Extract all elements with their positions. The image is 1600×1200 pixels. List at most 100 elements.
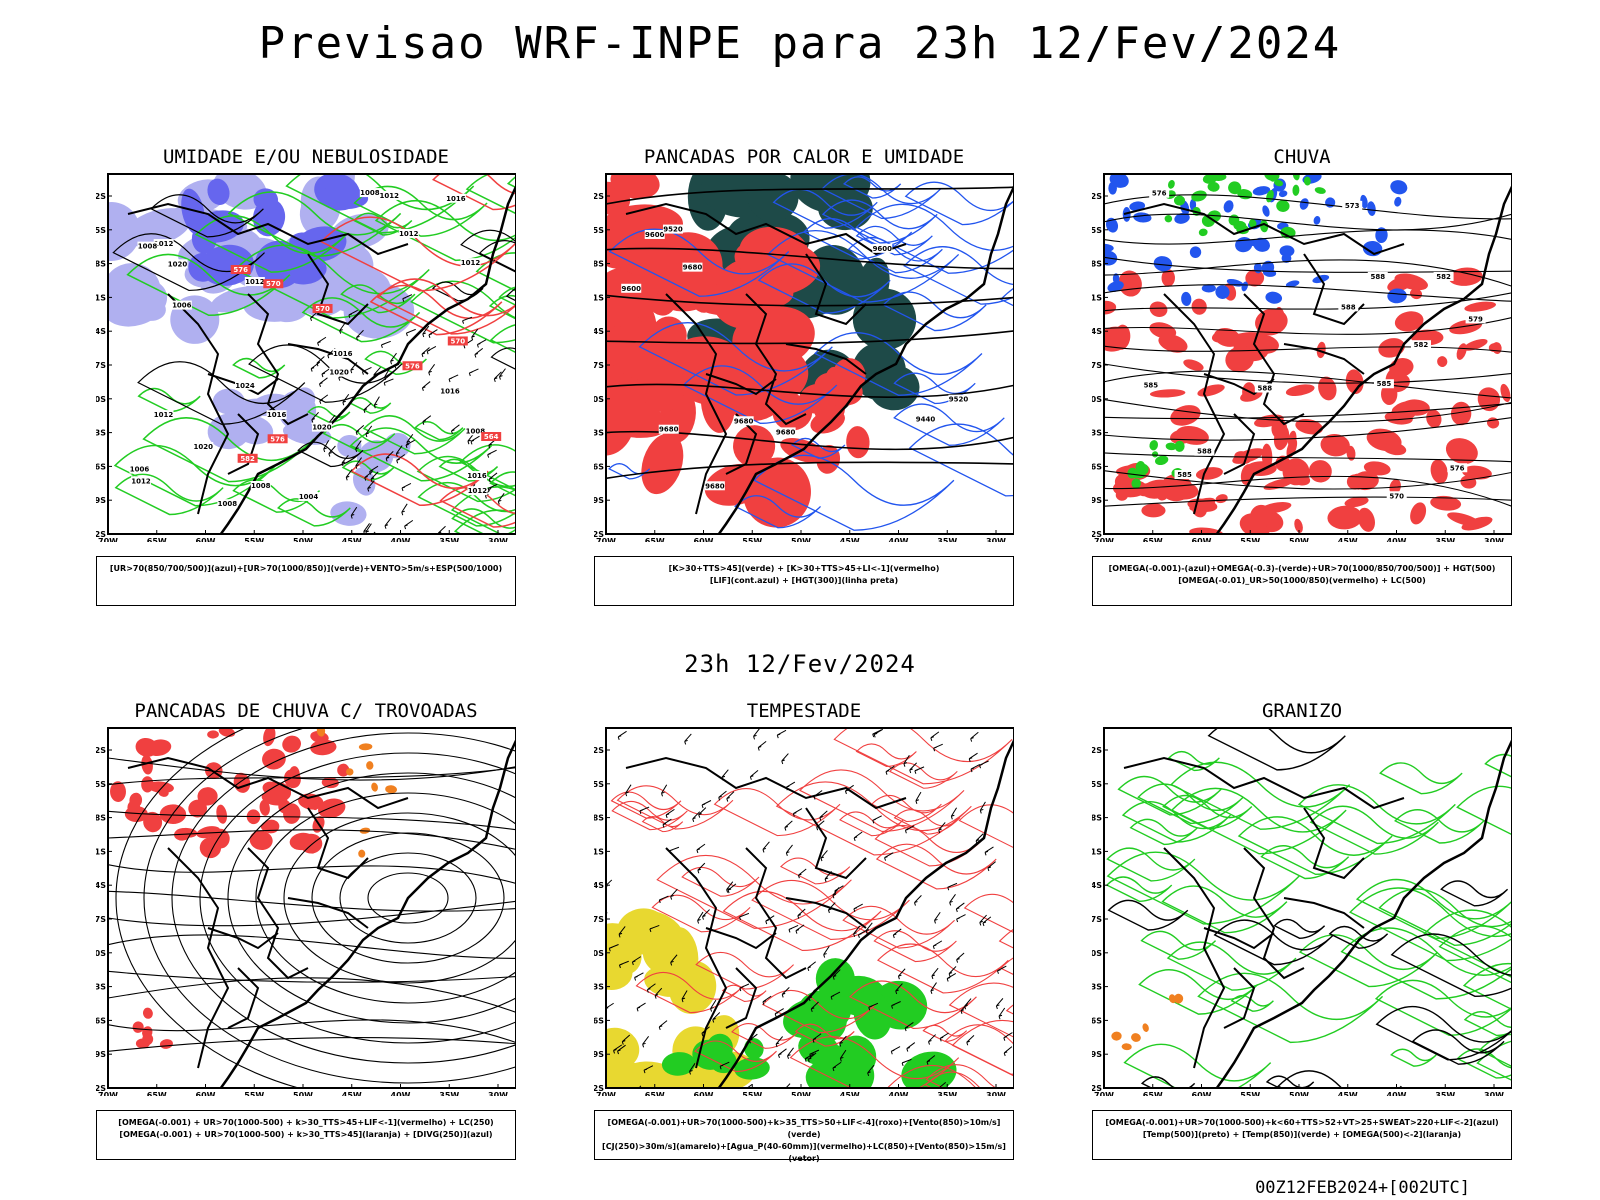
contour-label-bg (1465, 314, 1486, 324)
pressure-label: 1012 (468, 487, 488, 495)
storm-area (282, 735, 301, 753)
humidity-low-contour (488, 294, 516, 320)
state-border (1243, 847, 1305, 980)
humidity-low-contour (348, 397, 392, 414)
omega-area (1279, 245, 1295, 257)
rain-area (1213, 328, 1241, 347)
wind-vector (421, 347, 430, 358)
temp-850-contour (1378, 888, 1512, 947)
wind-vector (895, 983, 903, 995)
humidity-light-area (330, 501, 367, 526)
lat-tick-label: 33S (96, 983, 106, 992)
state-border (725, 967, 758, 1029)
height-label: 585 (1144, 382, 1159, 390)
wind-vector (781, 987, 790, 998)
lat-tick-label: 24S (594, 881, 604, 890)
rain-area (1430, 495, 1462, 511)
precipitable-water-contour (775, 781, 972, 856)
omega-area (1223, 200, 1234, 213)
height-label: 576 (1152, 190, 1167, 198)
lon-tick-label: 40W (889, 1091, 909, 1096)
wind-vector (311, 411, 319, 423)
rain-area (1318, 376, 1337, 401)
wind-vector (853, 925, 861, 937)
legend-tempestade: [OMEGA(-0.001)+UR>70(1000-500)+k>35_TTS>… (594, 1110, 1014, 1163)
wind-vector (781, 753, 789, 765)
wind-vector (319, 377, 328, 387)
wind-vector (658, 1020, 668, 1031)
storm-area (311, 796, 320, 811)
pressure-label: 1012 (245, 278, 265, 286)
humidity-low-contour (459, 444, 516, 491)
state-border (1283, 897, 1365, 929)
lon-tick-label: 50W (293, 537, 313, 542)
temp-850-contour (1161, 885, 1288, 934)
rain-area (1285, 384, 1315, 396)
rain-area (1464, 301, 1497, 312)
humidity-low-contour (410, 280, 516, 344)
unstable-area (651, 316, 687, 354)
wind-vector (915, 791, 922, 804)
lat-tick-label: 21S (1092, 847, 1102, 856)
wind-vector (810, 1001, 819, 1013)
omega-area (1201, 284, 1216, 293)
height-label: 9440 (916, 415, 936, 423)
pressure-contour (460, 229, 516, 273)
temp-850-contour (1170, 761, 1351, 830)
streamline (108, 829, 516, 850)
state-border (665, 293, 728, 515)
lifted-index-contour (893, 403, 1005, 446)
panel-umidade: UMIDADE E/OU NEBULOSIDADE 1012 1016 1020 10… (86, 146, 586, 626)
temp-850-contour (1237, 816, 1393, 876)
omega-strong-area (1248, 219, 1257, 228)
lon-tick-label: 40W (889, 537, 909, 542)
wind-vector (926, 1055, 936, 1065)
temp-850-contour (1390, 1048, 1437, 1067)
lon-tick-label: 35W (1435, 1091, 1455, 1096)
height-label: 9520 (663, 226, 683, 234)
wind-vector (970, 763, 981, 773)
streamline (108, 864, 516, 884)
omega-strong-area (1292, 184, 1300, 196)
humidity-low-contour (451, 508, 516, 534)
height-500-contour (1104, 363, 1512, 384)
wind-vector (966, 1034, 975, 1046)
temp-850-contour (1106, 847, 1196, 882)
temp-850-contour (1197, 972, 1384, 1044)
pressure-label: 1008 (360, 189, 380, 197)
contour-label-bg (658, 424, 679, 434)
wind-vector (355, 440, 362, 452)
storm-area (300, 833, 323, 854)
lifted-index-contour (734, 495, 821, 529)
precipitable-water-contour (616, 785, 734, 830)
pressure-contour (137, 361, 306, 425)
precipitable-water-contour (873, 930, 957, 963)
rain-area (1456, 343, 1467, 360)
wind-vector (468, 368, 479, 377)
wind-vector (797, 908, 806, 919)
wind-vector (932, 940, 943, 950)
wind-vector (774, 1008, 784, 1017)
wind-vector (809, 1049, 820, 1058)
wind-vector (820, 850, 828, 862)
wind-vector (608, 944, 619, 952)
lat-tick-label: 24S (594, 327, 604, 336)
lon-tick-label: 50W (791, 537, 811, 542)
pressure-label: 1012 (154, 411, 174, 419)
contour-label-bg (644, 229, 665, 239)
thickness-label: 570 (315, 305, 330, 313)
wind-vector (684, 733, 692, 745)
precipitable-water-contour (963, 893, 1014, 934)
lat-tick-label: 27S (594, 361, 604, 370)
omega-500-area (1131, 1033, 1141, 1042)
temp-850-contour (1129, 818, 1198, 846)
wind-vector (323, 440, 330, 453)
rain-area (1149, 503, 1164, 514)
storm-area (132, 1021, 144, 1033)
main-title: Previsao WRF-INPE para 23h 12/Fev/2024 (258, 18, 1342, 69)
lifted-index-contour (752, 454, 955, 531)
wind-vector (749, 769, 759, 780)
wind-vector (839, 1035, 847, 1047)
map-frame (605, 173, 1014, 535)
rain-area (1273, 425, 1290, 451)
